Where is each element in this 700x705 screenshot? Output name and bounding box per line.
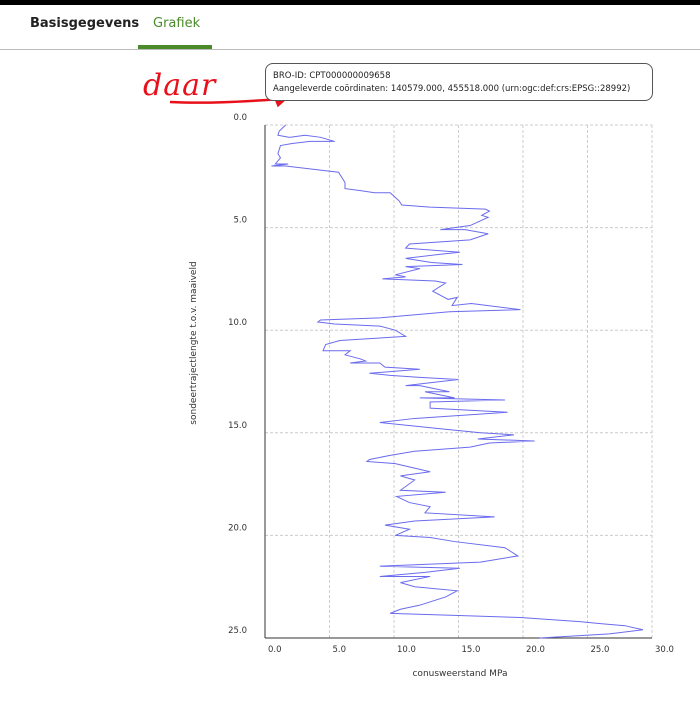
tooltip-id: BRO-ID: CPT000000009658 (273, 71, 391, 81)
tooltip: BRO-ID: CPT000000009658 Aangeleverde coö… (265, 63, 653, 101)
x-tick-label: 5.0 (333, 645, 347, 655)
x-tick-label: 15.0 (462, 645, 481, 655)
tab[interactable]: Grafiek (153, 16, 201, 31)
y-tick-label: 10.0 (228, 318, 247, 328)
y-tick-label: 15.0 (228, 421, 247, 431)
x-tick-label: 30.0 (655, 645, 674, 655)
active-tab-indicator (138, 45, 212, 49)
x-tick-label: 10.0 (397, 645, 416, 655)
tab-divider (0, 49, 700, 50)
annotation: daar (143, 68, 217, 103)
y-axis-label: sondeertrajectlengte t.o.v. maaiveld (189, 261, 199, 424)
top-bar (0, 0, 700, 5)
y-tick-label: 25.0 (228, 626, 247, 636)
x-tick-label: 20.0 (526, 645, 545, 655)
y-tick-label: 0.0 (233, 113, 247, 123)
y-tick-label: 20.0 (228, 523, 247, 533)
x-tick-label: 25.0 (591, 645, 610, 655)
data-line (271, 124, 644, 639)
tab[interactable]: Basisgegevens (30, 16, 140, 31)
y-tick-label: 5.0 (233, 216, 247, 226)
x-tick-label: 0.0 (268, 645, 282, 655)
tooltip-coordinates: Aangeleverde coördinaten: 140579.000, 45… (273, 84, 631, 94)
x-axis-label: conusweerstand MPa (412, 669, 507, 679)
